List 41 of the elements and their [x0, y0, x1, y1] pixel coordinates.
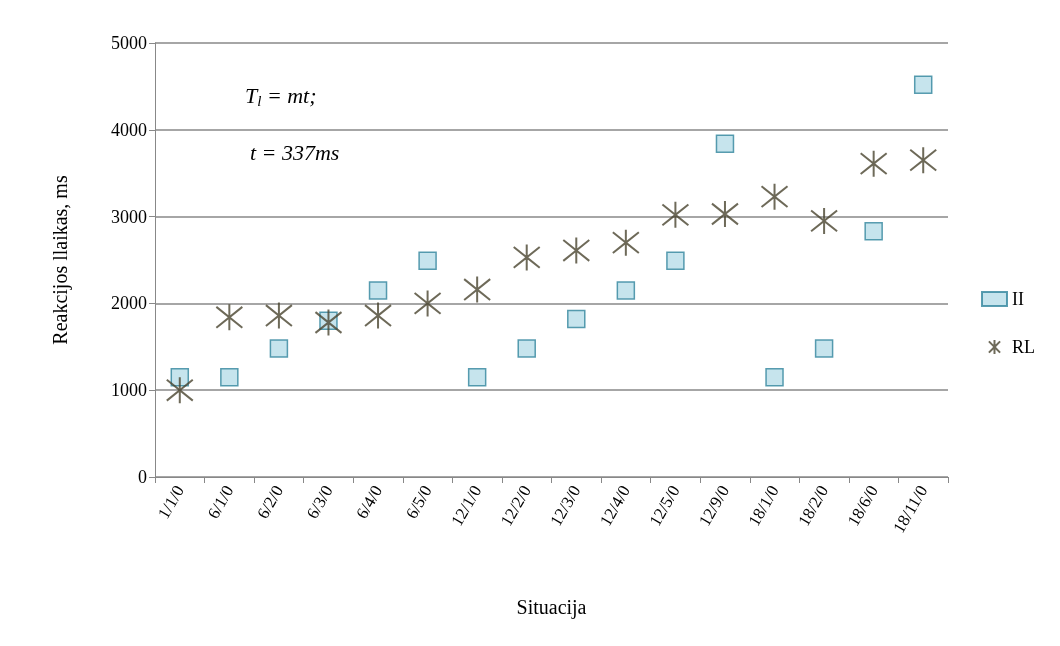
point — [512, 243, 541, 272]
y-tick-label: 4000 — [111, 119, 147, 140]
point — [810, 206, 839, 235]
point — [715, 134, 735, 153]
point — [661, 200, 690, 229]
legend-label: RL — [1012, 337, 1036, 357]
point — [215, 303, 244, 332]
point — [611, 228, 640, 257]
point — [418, 251, 437, 271]
point — [517, 339, 536, 358]
point — [562, 236, 591, 265]
point — [165, 376, 194, 405]
y-tick-label: 1000 — [111, 380, 147, 401]
point — [859, 149, 888, 178]
point — [220, 367, 239, 387]
point — [567, 309, 586, 329]
point — [710, 200, 739, 228]
point — [864, 222, 883, 241]
point — [264, 301, 293, 330]
point — [364, 301, 393, 330]
point — [909, 146, 938, 175]
point — [913, 75, 933, 94]
point — [368, 281, 388, 300]
point — [463, 275, 492, 304]
y-tick-label: 5000 — [111, 33, 147, 53]
point — [467, 367, 487, 387]
point — [814, 339, 834, 358]
point — [314, 308, 343, 337]
point — [413, 289, 442, 318]
y-tick-label: 3000 — [111, 206, 147, 227]
y-axis-title: Reakcijos llaikas, ms — [49, 175, 72, 345]
legend-label: II — [1012, 289, 1024, 309]
point — [616, 281, 636, 300]
y-tick-label: 0 — [138, 467, 147, 487]
y-tick-label: 2000 — [111, 293, 147, 314]
point — [760, 182, 789, 211]
point — [269, 339, 289, 358]
point — [666, 251, 685, 271]
annotation: t = 337ms — [250, 139, 340, 165]
point — [765, 367, 784, 387]
x-axis-title: Situacija — [516, 596, 587, 619]
